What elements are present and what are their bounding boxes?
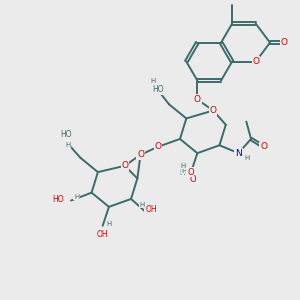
Text: N: N (235, 149, 242, 158)
Text: HO: HO (52, 195, 64, 204)
Text: O: O (137, 150, 144, 159)
Text: O: O (252, 57, 259, 66)
Text: O: O (194, 95, 201, 104)
Text: H: H (182, 167, 187, 173)
Text: HO: HO (61, 130, 72, 139)
Text: O: O (210, 106, 217, 115)
Text: O: O (260, 142, 267, 151)
Text: O: O (121, 161, 128, 170)
Text: HO: HO (152, 85, 164, 94)
Text: H: H (244, 155, 250, 161)
Text: H: H (65, 142, 70, 148)
Text: O: O (154, 142, 161, 151)
Text: O: O (281, 38, 288, 47)
Text: H: H (181, 163, 186, 169)
Text: HO: HO (179, 168, 191, 177)
Text: H: H (106, 221, 112, 227)
Text: H: H (140, 202, 145, 208)
Text: OH: OH (145, 206, 157, 214)
Text: O: O (187, 168, 194, 177)
Text: OH: OH (96, 230, 108, 239)
Text: H: H (151, 78, 156, 84)
Text: H: H (74, 194, 80, 200)
Text: O: O (189, 175, 196, 184)
